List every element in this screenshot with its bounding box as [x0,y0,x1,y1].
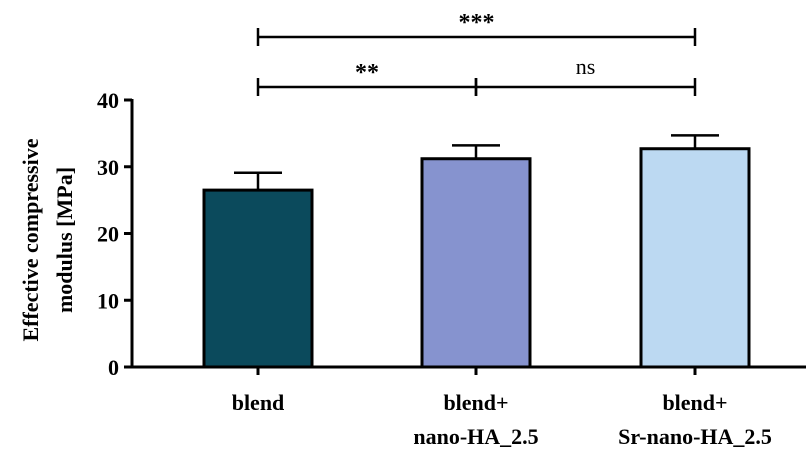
y-tick-label: 10 [97,288,119,313]
bar [202,188,314,369]
significance-label: ns [576,54,596,79]
y-tick-label: 0 [108,355,119,380]
significance-brackets: ***** ns [256,10,697,96]
x-tick-label: Sr-nano-HA_2.5 [618,424,772,449]
y-axis-title-line: modulus [MPa] [52,167,77,313]
y-axis-title-line: Effective compressive [18,138,43,341]
significance-label: *** [459,10,495,36]
x-tick-label: nano-HA_2.5 [413,424,538,449]
significance-label: ** [355,60,379,86]
bar [420,157,532,369]
y-tick-label: 20 [97,222,119,247]
bars [202,134,751,369]
y-axis-title: Effective compressive modulus [MPa] [18,138,77,341]
bar [639,147,751,369]
x-tick-label: blend+ [443,390,508,415]
axes: 0 10 20 30 40 blend blend+ nano-HA_2.5 blend+ Sr-… [97,88,806,449]
x-tick-label: blend [232,390,285,415]
y-tick-label: 30 [97,155,119,180]
y-tick-label: 40 [97,88,119,113]
x-tick-label: blend+ [662,390,727,415]
